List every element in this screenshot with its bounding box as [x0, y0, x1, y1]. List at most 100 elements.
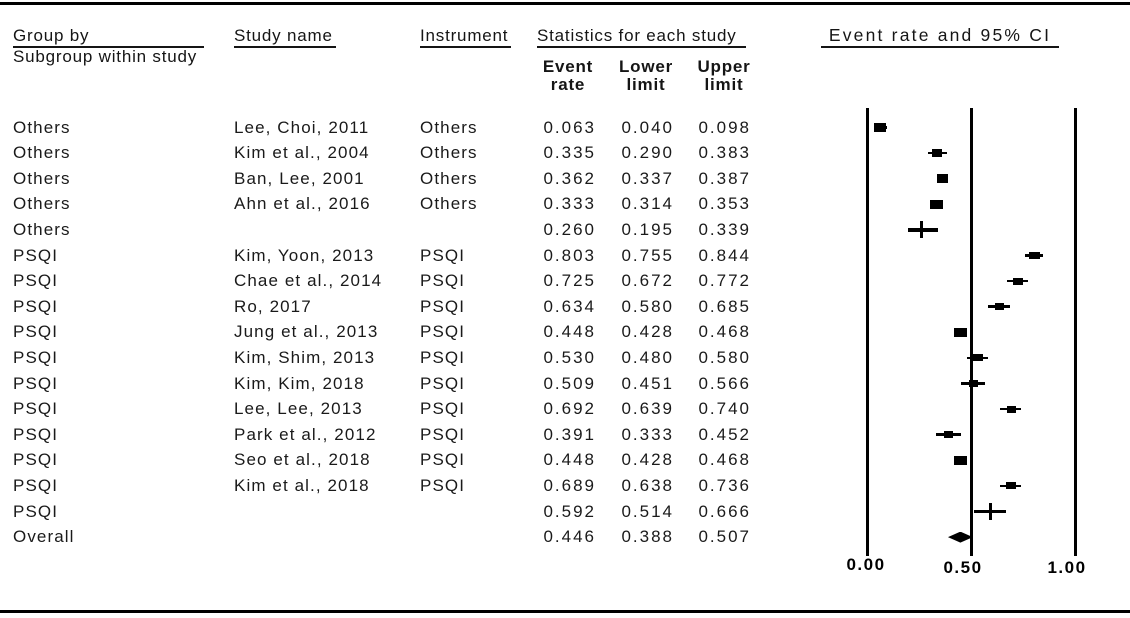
axis-gridline [865, 108, 869, 556]
row-lower-limit: 0.638 [621, 475, 674, 495]
row-instrument: PSQI [420, 373, 466, 393]
row-upper-limit: 0.580 [698, 347, 751, 367]
row-event-rate: 0.333 [543, 194, 596, 214]
row-study-name: Kim et al., 2018 [234, 475, 370, 495]
row-group-label: Overall [13, 527, 75, 547]
row-upper-limit: 0.566 [698, 373, 751, 393]
forest-marker-square [954, 455, 967, 465]
row-event-rate: 0.634 [543, 296, 596, 316]
row-lower-limit: 0.290 [621, 143, 674, 163]
row-study-name: Ro, 2017 [234, 296, 312, 316]
row-lower-limit: 0.388 [621, 527, 674, 547]
row-event-rate: 0.803 [543, 245, 596, 265]
row-lower-limit: 0.428 [621, 322, 674, 342]
column-header-statistics: Statistics for each study [537, 26, 746, 48]
row-event-rate: 0.725 [543, 271, 596, 291]
row-study-name: Lee, Choi, 2011 [234, 117, 370, 137]
row-group-label: PSQI [13, 296, 59, 316]
row-group-label: Others [13, 143, 71, 163]
x-tick-label: 0.50 [943, 558, 983, 577]
forest-marker-square [1013, 277, 1024, 285]
forest-marker-square [1029, 251, 1040, 260]
row-event-rate: 0.362 [543, 168, 596, 188]
row-study-name: Jung et al., 2013 [234, 322, 379, 342]
row-lower-limit: 0.333 [621, 424, 674, 444]
axis-gridline [1074, 108, 1078, 556]
row-study-name: Kim, Shim, 2013 [234, 347, 376, 367]
row-instrument: PSQI [420, 245, 466, 265]
row-instrument: Others [420, 194, 478, 214]
row-upper-limit: 0.353 [698, 194, 751, 214]
row-study-name: Kim, Kim, 2018 [234, 373, 365, 393]
row-lower-limit: 0.580 [621, 296, 674, 316]
row-study-name: Ban, Lee, 2001 [234, 168, 365, 188]
row-lower-limit: 0.755 [621, 245, 674, 265]
row-group-label: PSQI [13, 501, 59, 521]
forest-marker-square [968, 380, 978, 387]
column-header-instrument: Instrument [420, 26, 512, 48]
row-event-rate: 0.448 [543, 450, 596, 470]
row-lower-limit: 0.195 [621, 219, 674, 239]
stat-subheader: Lower limit [618, 57, 674, 94]
forest-marker-square [994, 303, 1005, 311]
row-upper-limit: 0.736 [698, 475, 751, 495]
row-instrument: PSQI [420, 296, 466, 316]
forest-marker-square [944, 431, 954, 438]
row-upper-limit: 0.098 [698, 117, 751, 137]
forest-marker-square [1006, 405, 1017, 413]
row-study-name: Ahn et al., 2016 [234, 194, 371, 214]
row-upper-limit: 0.666 [698, 501, 751, 521]
row-lower-limit: 0.040 [621, 117, 674, 137]
figure-top-border [0, 2, 1130, 5]
axis-gridline [969, 108, 973, 556]
row-lower-limit: 0.337 [621, 168, 674, 188]
row-instrument: PSQI [420, 399, 466, 419]
row-study-name: Kim et al., 2004 [234, 143, 370, 163]
row-group-label: Others [13, 219, 71, 239]
row-event-rate: 0.509 [543, 373, 596, 393]
row-event-rate: 0.260 [543, 219, 596, 239]
row-event-rate: 0.063 [543, 117, 596, 137]
row-group-label: Others [13, 194, 71, 214]
row-upper-limit: 0.740 [698, 399, 751, 419]
row-instrument: PSQI [420, 450, 466, 470]
row-event-rate: 0.446 [543, 527, 596, 547]
stat-subheader: Upper limit [697, 57, 751, 94]
row-instrument: PSQI [420, 424, 466, 444]
forest-marker-square [954, 327, 967, 337]
forest-marker-square [931, 149, 942, 157]
row-study-name: Lee, Lee, 2013 [234, 399, 363, 419]
row-group-label: Others [13, 117, 71, 137]
row-upper-limit: 0.452 [698, 424, 751, 444]
row-upper-limit: 0.383 [698, 143, 751, 163]
row-instrument: Others [420, 143, 478, 163]
column-header-subgroup-within-study: Subgroup within study [13, 47, 198, 66]
subgroup-summary-vbar [988, 503, 993, 520]
row-instrument: Others [420, 117, 478, 137]
row-group-label: PSQI [13, 424, 59, 444]
forest-marker-square [936, 174, 949, 183]
x-tick-label: 1.00 [1047, 558, 1087, 577]
forest-marker-square [930, 199, 943, 209]
row-group-label: PSQI [13, 475, 59, 495]
forest-marker-square [1005, 482, 1016, 490]
row-lower-limit: 0.639 [621, 399, 674, 419]
row-event-rate: 0.689 [543, 475, 596, 495]
row-group-label: PSQI [13, 347, 59, 367]
stat-subheader: Event rate [542, 57, 594, 94]
row-group-label: PSQI [13, 245, 59, 265]
row-lower-limit: 0.480 [621, 347, 674, 367]
x-tick-label: 0.00 [846, 555, 886, 574]
column-header-study-name: Study name [234, 26, 336, 48]
row-lower-limit: 0.514 [621, 501, 674, 521]
row-study-name: Chae et al., 2014 [234, 271, 383, 291]
row-group-label: PSQI [13, 373, 59, 393]
row-event-rate: 0.335 [543, 143, 596, 163]
row-event-rate: 0.391 [543, 424, 596, 444]
row-group-label: PSQI [13, 271, 59, 291]
row-upper-limit: 0.468 [698, 322, 751, 342]
row-group-label: PSQI [13, 322, 59, 342]
row-upper-limit: 0.772 [698, 271, 751, 291]
row-study-name: Park et al., 2012 [234, 424, 377, 444]
